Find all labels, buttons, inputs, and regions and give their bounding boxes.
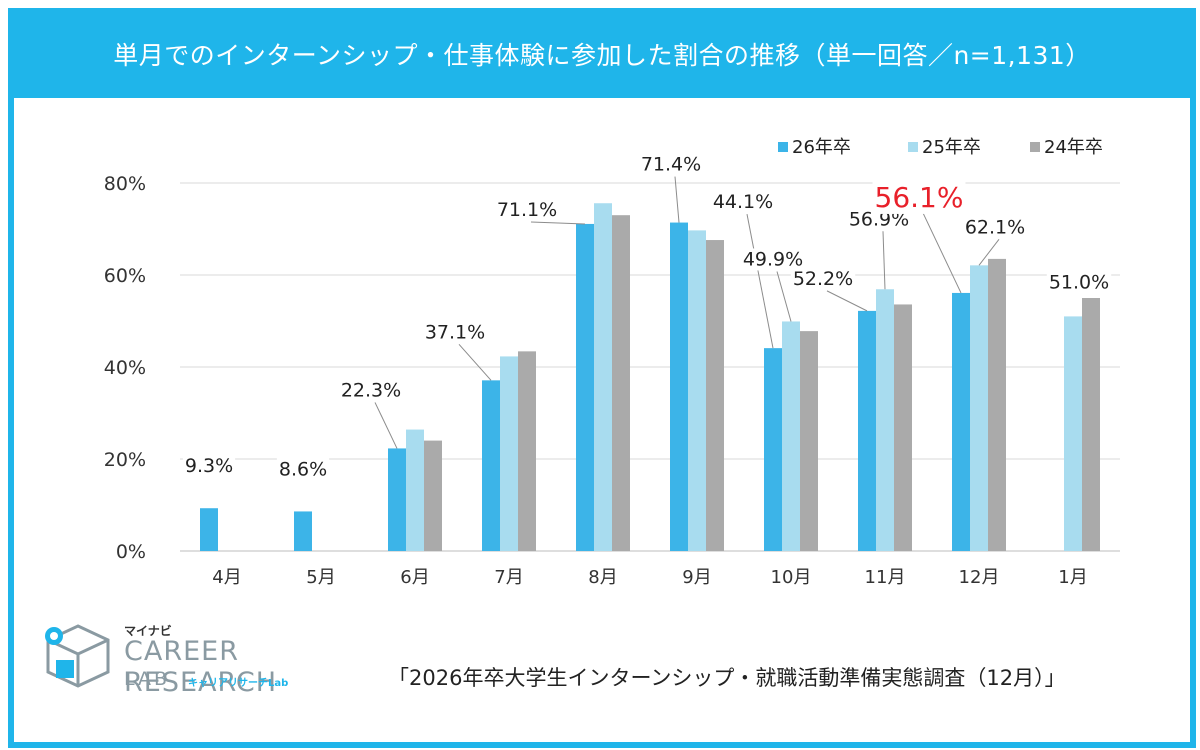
data-label: 52.2% xyxy=(793,268,853,290)
data-label-bg xyxy=(276,458,330,481)
y-tick-label: 40% xyxy=(104,357,146,379)
legend-label: 26年卒 xyxy=(792,137,851,158)
data-label-bg xyxy=(182,455,236,478)
bar-24年卒 xyxy=(800,331,818,551)
bar-26年卒 xyxy=(388,448,406,551)
bar-24年卒 xyxy=(1082,298,1100,551)
data-label-bg xyxy=(422,321,488,344)
label-leader-line xyxy=(978,239,1000,266)
y-tick-label: 20% xyxy=(104,449,146,471)
legend-swatch xyxy=(778,142,788,152)
label-leader-line xyxy=(922,212,962,294)
bar-24年卒 xyxy=(518,351,536,551)
bar-25年卒 xyxy=(876,289,894,551)
data-label-bg xyxy=(338,379,404,402)
data-label-bg xyxy=(740,248,806,271)
bar-26年卒 xyxy=(670,222,688,551)
label-leader-line xyxy=(674,176,680,223)
data-label-bg xyxy=(790,267,856,290)
bar-25年卒 xyxy=(406,429,424,551)
x-tick-label: 4月 xyxy=(212,567,241,588)
career-research-lab-logo: マイナビ CAREER RESEARCH LAB キャリアリサーチLab xyxy=(38,614,378,698)
y-tick-label: 80% xyxy=(104,173,146,195)
x-tick-label: 11月 xyxy=(865,567,906,588)
logo-sub: キャリアリサーチLab xyxy=(188,678,289,689)
data-label-bg xyxy=(638,153,704,176)
data-label: 22.3% xyxy=(341,379,401,401)
bar-26年卒 xyxy=(764,348,782,551)
data-label: 9.3% xyxy=(185,455,233,477)
source-caption: 「2026年卒大学生インターンシップ・就職活動準備実態調査（12月）」 xyxy=(388,666,1066,690)
x-tick-label: 8月 xyxy=(588,567,617,588)
data-label: 8.6% xyxy=(279,458,327,480)
label-leader-line xyxy=(374,402,398,449)
label-leader-line xyxy=(882,231,886,290)
legend-swatch xyxy=(1030,142,1040,152)
data-label-bg xyxy=(962,216,1028,239)
y-tick-label: 0% xyxy=(116,541,146,563)
x-tick-label: 5月 xyxy=(306,567,335,588)
bar-24年卒 xyxy=(894,304,912,551)
data-label: 71.4% xyxy=(641,154,701,176)
bar-26年卒 xyxy=(858,310,876,551)
data-label-bg xyxy=(1046,271,1112,294)
bar-24年卒 xyxy=(706,240,724,552)
label-leader-line xyxy=(458,344,492,381)
x-tick-label: 6月 xyxy=(400,567,429,588)
data-label-bg xyxy=(710,191,776,214)
x-tick-label: 10月 xyxy=(771,567,812,588)
bar-25年卒 xyxy=(970,265,988,551)
bar-24年卒 xyxy=(988,258,1006,551)
chart-title: 単月でのインターンシップ・仕事体験に参加した割合の推移（単一回答／n=1,131… xyxy=(14,14,1190,98)
logo-line2: LAB xyxy=(124,668,171,690)
data-label: 51.0% xyxy=(1049,271,1109,293)
data-label-bg xyxy=(494,198,560,221)
legend-label: 25年卒 xyxy=(922,137,981,158)
bar-26年卒 xyxy=(952,292,970,551)
bar-26年卒 xyxy=(200,508,218,551)
bar-25年卒 xyxy=(500,356,518,551)
bar-25年卒 xyxy=(688,230,706,551)
bar-25年卒 xyxy=(782,321,800,551)
data-label: 37.1% xyxy=(425,321,485,343)
x-tick-label: 1月 xyxy=(1058,567,1087,588)
data-label: 56.1% xyxy=(875,181,964,214)
label-leader-line xyxy=(776,271,792,322)
data-label: 44.1% xyxy=(713,191,773,213)
bar-26年卒 xyxy=(482,380,500,551)
x-tick-label: 12月 xyxy=(959,567,1000,588)
data-label-bg xyxy=(872,180,966,214)
bar-26年卒 xyxy=(294,511,312,551)
x-tick-label: 7月 xyxy=(494,567,523,588)
bar-26年卒 xyxy=(576,223,594,551)
label-leader-line xyxy=(826,290,868,312)
label-leader-line xyxy=(746,214,774,349)
bar-25年卒 xyxy=(594,203,612,552)
data-label: 49.9% xyxy=(743,248,803,270)
legend-swatch xyxy=(908,142,918,152)
label-leader-line xyxy=(530,221,586,225)
legend-label: 24年卒 xyxy=(1044,137,1103,158)
x-tick-label: 9月 xyxy=(682,567,711,588)
logo-brand: マイナビ xyxy=(124,624,172,638)
cube-logo-icon xyxy=(45,624,110,688)
data-label: 71.1% xyxy=(497,199,557,221)
y-tick-label: 60% xyxy=(104,265,146,287)
bar-24年卒 xyxy=(612,215,630,551)
data-label: 62.1% xyxy=(965,216,1025,238)
logo-line1: CAREER RESEARCH xyxy=(124,636,278,698)
bar-24年卒 xyxy=(424,440,442,551)
bar-25年卒 xyxy=(1064,316,1082,551)
